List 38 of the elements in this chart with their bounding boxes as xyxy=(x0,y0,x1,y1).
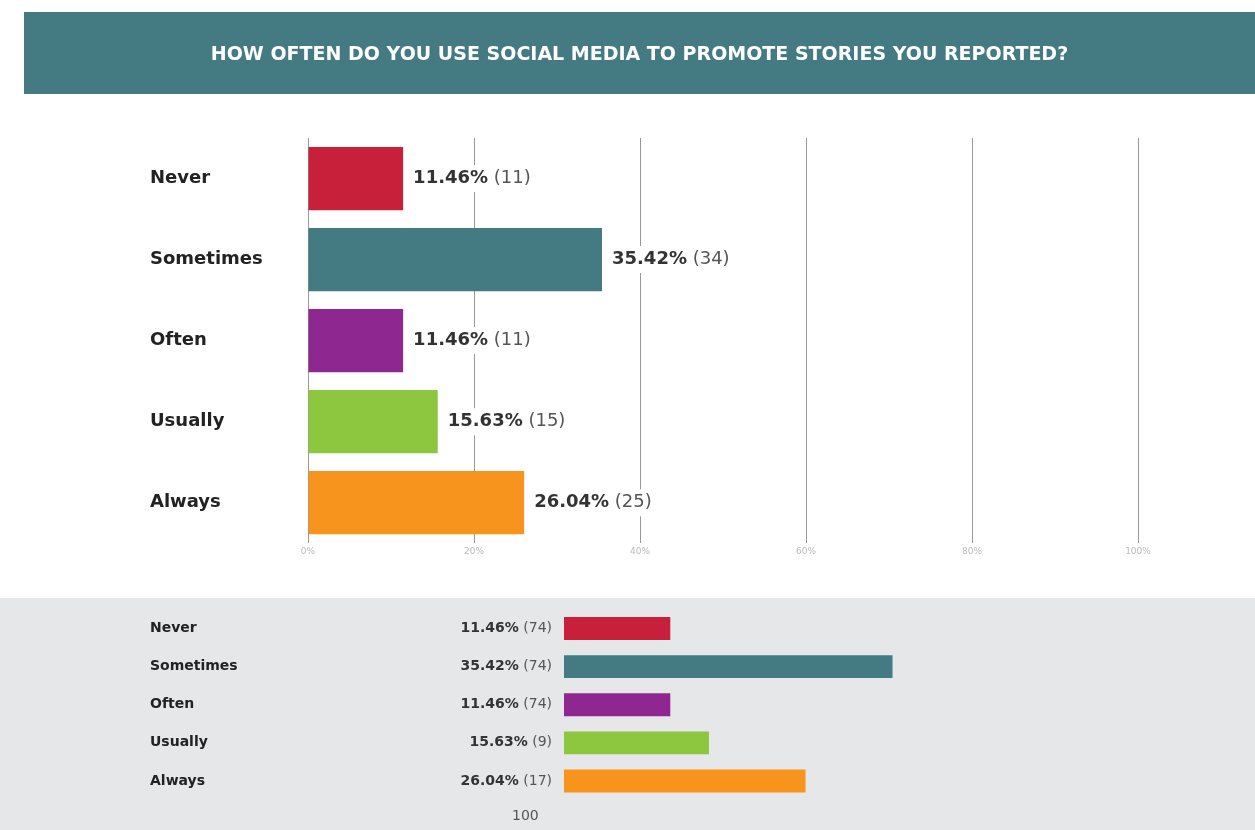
y-tick-label: Never xyxy=(150,166,211,188)
data-label: 26.04% (17) xyxy=(460,771,553,788)
bar xyxy=(308,390,438,454)
text: 100 xyxy=(512,806,539,823)
data-label: 15.63% (9) xyxy=(469,733,552,750)
x-tick-label: 60% xyxy=(795,545,817,556)
bar xyxy=(308,308,404,373)
y-tick-label: Usually xyxy=(150,733,208,750)
data-label: 11.46% (11) xyxy=(413,166,531,188)
bar xyxy=(564,693,671,717)
bar xyxy=(564,617,671,640)
y-tick-label: Sometimes xyxy=(150,247,263,269)
data-label: 15.63% (15) xyxy=(447,409,566,431)
data-label: 35.42% (74) xyxy=(460,657,553,674)
x-tick-label: 80% xyxy=(961,545,983,556)
data-label: 11.46% (74) xyxy=(460,695,553,712)
y-tick-label: Never xyxy=(150,619,197,636)
bar xyxy=(564,655,893,679)
bar xyxy=(308,471,525,535)
data-label: 26.04% (25) xyxy=(534,490,652,512)
bar xyxy=(308,146,404,211)
data-label: 35.42% (34) xyxy=(611,247,730,269)
x-tick-label: 100% xyxy=(1125,545,1152,556)
y-tick-label: Sometimes xyxy=(150,657,238,674)
y-tick-label: Often xyxy=(150,328,207,350)
bar xyxy=(564,731,709,755)
y-tick-label: Always xyxy=(150,490,221,512)
bar xyxy=(308,227,602,292)
x-tick-label: 20% xyxy=(463,545,485,556)
x-tick-label: 40% xyxy=(629,545,651,556)
y-tick-label: Always xyxy=(150,771,206,788)
data-label: 11.46% (11) xyxy=(413,328,531,350)
chart-title: HOW OFTEN DO YOU USE SOCIAL MEDIA TO PROMOTE STORIES YOU REPORTED? xyxy=(24,12,1255,94)
bar xyxy=(564,769,806,793)
y-tick-label: Often xyxy=(150,695,195,712)
y-tick-label: Usually xyxy=(150,409,225,431)
x-tick-label: 0% xyxy=(300,545,316,556)
data-label: 11.46% (74) xyxy=(460,619,553,636)
